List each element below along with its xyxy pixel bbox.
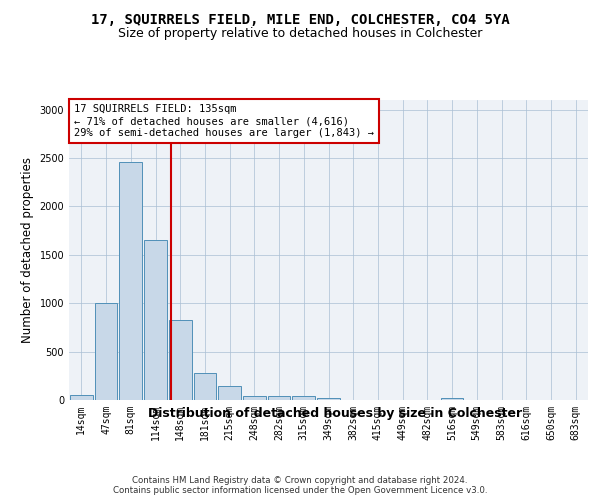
- Bar: [317, 398, 340, 400]
- Text: 17 SQUIRRELS FIELD: 135sqm
← 71% of detached houses are smaller (4,616)
29% of s: 17 SQUIRRELS FIELD: 135sqm ← 71% of deta…: [74, 104, 374, 138]
- Bar: [243, 396, 266, 400]
- Bar: [194, 373, 216, 400]
- Bar: [169, 320, 191, 400]
- Bar: [268, 396, 290, 400]
- Bar: [292, 396, 315, 400]
- Y-axis label: Number of detached properties: Number of detached properties: [21, 157, 34, 343]
- Bar: [119, 162, 142, 400]
- Text: Size of property relative to detached houses in Colchester: Size of property relative to detached ho…: [118, 28, 482, 40]
- Text: Distribution of detached houses by size in Colchester: Distribution of detached houses by size …: [148, 408, 522, 420]
- Bar: [441, 398, 463, 400]
- Bar: [70, 395, 93, 400]
- Bar: [144, 240, 167, 400]
- Text: 17, SQUIRRELS FIELD, MILE END, COLCHESTER, CO4 5YA: 17, SQUIRRELS FIELD, MILE END, COLCHESTE…: [91, 12, 509, 26]
- Text: Contains HM Land Registry data © Crown copyright and database right 2024.
Contai: Contains HM Land Registry data © Crown c…: [113, 476, 487, 495]
- Bar: [218, 386, 241, 400]
- Bar: [95, 303, 118, 400]
